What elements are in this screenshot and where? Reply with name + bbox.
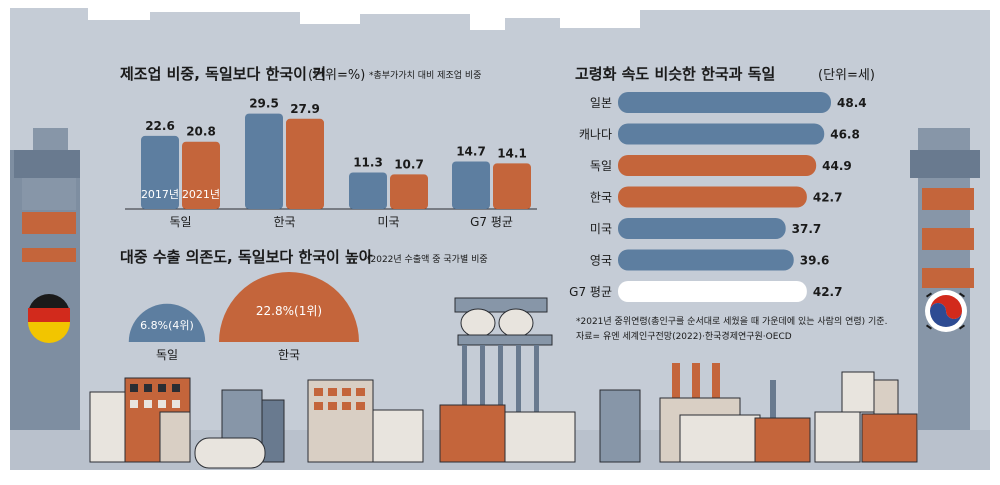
bar-2021-1 — [286, 118, 324, 209]
category-label: G7 평균 — [470, 215, 513, 229]
china-export-chart: 대중 수출 의존도, 독일보다 한국이 높아 *2022년 수출액 중 국가별 … — [120, 248, 488, 362]
median-age-chart: 고령화 속도 비슷한 한국과 독일 (단위=세) 일본 48.4 캐나다 46.8 독일… — [569, 65, 887, 342]
manufacturing-chart-note: *총부가가치 대비 제조업 비중 — [369, 69, 481, 81]
median-age-category: G7 평균 — [569, 285, 612, 299]
left-chimney — [10, 128, 80, 470]
median-age-value: 44.9 — [822, 159, 852, 173]
median-age-bar-5 — [618, 249, 794, 271]
bar-2021-2 — [390, 174, 428, 209]
median-age-bar-1 — [618, 123, 825, 145]
category-label: 독일 — [169, 215, 191, 229]
series-legend-label: 2021년 — [182, 188, 220, 201]
bar-value-label: 29.5 — [249, 97, 279, 111]
median-age-category: 미국 — [590, 222, 612, 236]
median-age-category: 한국 — [590, 191, 612, 205]
median-age-footnote: *2021년 중위연령(총인구를 순서대로 세웠을 때 가운데에 있는 사람의 … — [576, 315, 887, 327]
manufacturing-chart-unit: (단위=%) — [308, 68, 365, 83]
manufacturing-share-chart: 제조업 비중, 독일보다 한국이 커 (단위=%) *총부가가치 대비 제조업 … — [120, 65, 537, 229]
median-age-value: 48.4 — [837, 96, 867, 110]
median-age-category: 캐나다 — [579, 128, 612, 142]
bar-2017-3 — [452, 161, 490, 209]
export-country-label: 독일 — [156, 348, 178, 362]
median-age-chart-title: 고령화 속도 비슷한 한국과 독일 — [575, 65, 775, 83]
bar-2021-0 — [182, 141, 220, 209]
category-label: 한국 — [273, 215, 295, 229]
export-chart-title: 대중 수출 의존도, 독일보다 한국이 높아 — [120, 248, 373, 266]
bar-2017-1 — [245, 113, 283, 209]
median-age-bar-0 — [618, 92, 831, 113]
median-age-category: 영국 — [590, 254, 612, 268]
export-share-value: 22.8%(1위) — [256, 304, 322, 318]
median-age-category: 일본 — [590, 96, 612, 110]
median-age-bar-3 — [618, 186, 807, 208]
export-country-label: 한국 — [278, 348, 300, 362]
bar-2017-2 — [349, 172, 387, 209]
median-age-value: 42.7 — [813, 285, 843, 299]
median-age-category: 독일 — [590, 159, 612, 173]
median-age-bar-6 — [618, 281, 807, 302]
bar-2021-3 — [493, 163, 531, 209]
bar-2017-0 — [141, 135, 179, 209]
series-legend-label: 2017년 — [141, 188, 179, 201]
category-label: 미국 — [377, 215, 399, 229]
median-age-bar-4 — [618, 218, 786, 239]
manufacturing-chart-title: 제조업 비중, 독일보다 한국이 커 — [120, 65, 326, 83]
factory-skyline — [10, 297, 990, 470]
median-age-chart-unit: (단위=세) — [818, 68, 875, 83]
bar-value-label: 11.3 — [353, 155, 383, 169]
median-age-source: 자료= 유엔 세계인구전망(2022)·한국경제연구원·OECD — [576, 330, 792, 342]
bar-value-label: 10.7 — [394, 157, 424, 171]
export-share-value: 6.8%(4위) — [140, 319, 194, 332]
median-age-value: 37.7 — [792, 222, 822, 236]
bar-value-label: 27.9 — [290, 102, 320, 116]
bar-value-label: 14.1 — [497, 146, 527, 160]
export-share-semicircle-0 — [128, 303, 206, 342]
export-chart-note: *2022년 수출액 중 국가별 비중 — [366, 253, 488, 265]
right-chimney — [910, 128, 980, 470]
median-age-value: 42.7 — [813, 191, 843, 205]
germany-flag-icon — [28, 294, 70, 343]
korea-flag-icon — [925, 290, 967, 332]
median-age-value: 39.6 — [800, 254, 830, 268]
median-age-bar-2 — [618, 155, 817, 176]
bar-value-label: 14.7 — [456, 144, 486, 158]
bar-value-label: 20.8 — [186, 125, 216, 139]
bar-value-label: 22.6 — [145, 119, 175, 133]
export-share-semicircle-1 — [219, 272, 359, 342]
median-age-value: 46.8 — [830, 128, 860, 142]
